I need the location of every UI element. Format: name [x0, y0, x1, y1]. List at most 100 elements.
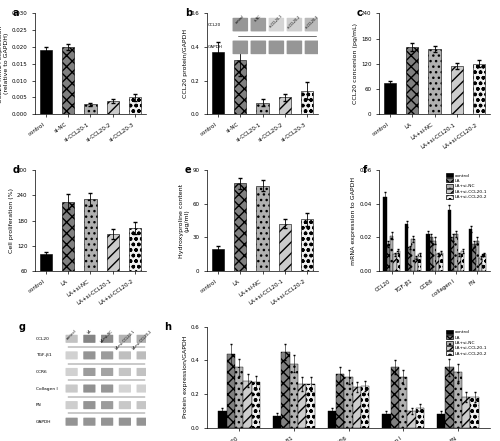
Text: d: d	[13, 165, 20, 175]
FancyBboxPatch shape	[66, 401, 78, 409]
Text: CCL20: CCL20	[208, 22, 222, 26]
Text: GAPDH: GAPDH	[36, 420, 52, 424]
Text: b: b	[185, 8, 192, 18]
Bar	[278, 224, 291, 271]
Bar	[235, 367, 244, 428]
FancyBboxPatch shape	[136, 351, 149, 359]
FancyBboxPatch shape	[84, 368, 96, 376]
Bar	[382, 414, 390, 428]
FancyBboxPatch shape	[66, 335, 78, 343]
Bar	[458, 254, 461, 271]
FancyBboxPatch shape	[119, 418, 131, 426]
Bar	[414, 258, 418, 271]
FancyBboxPatch shape	[119, 351, 131, 359]
Bar	[218, 411, 226, 428]
Text: c: c	[357, 8, 362, 18]
Bar	[433, 241, 436, 271]
Bar	[390, 235, 394, 271]
Bar	[394, 254, 396, 271]
Y-axis label: CCL20 concenion (pg/mL): CCL20 concenion (pg/mL)	[353, 23, 358, 104]
Bar	[244, 381, 252, 428]
FancyBboxPatch shape	[119, 401, 131, 409]
Bar	[436, 254, 440, 271]
Bar	[416, 407, 424, 428]
FancyBboxPatch shape	[66, 368, 78, 376]
Bar	[430, 237, 433, 271]
Text: TGF-β1: TGF-β1	[36, 353, 52, 357]
Text: si-NC: si-NC	[254, 14, 262, 23]
Bar	[426, 234, 430, 271]
Bar	[418, 254, 422, 271]
FancyBboxPatch shape	[101, 385, 113, 392]
Text: si-CCL20-1: si-CCL20-1	[269, 14, 284, 29]
FancyBboxPatch shape	[66, 351, 78, 359]
FancyBboxPatch shape	[119, 368, 131, 376]
Bar	[106, 101, 119, 114]
Y-axis label: CCL20 protein/GAPDH: CCL20 protein/GAPDH	[183, 29, 188, 98]
Text: a: a	[13, 8, 20, 18]
FancyBboxPatch shape	[136, 385, 149, 392]
Bar	[128, 97, 141, 114]
Y-axis label: Protein expression/GAPDH: Protein expression/GAPDH	[183, 336, 188, 419]
Text: f: f	[362, 165, 366, 175]
Bar	[290, 364, 298, 428]
FancyBboxPatch shape	[101, 401, 113, 409]
Legend: control, LA, LA+si-NC, LA+si-CCL20-1, LA+si-CCL20-2: control, LA, LA+si-NC, LA+si-CCL20-1, LA…	[446, 172, 488, 200]
FancyBboxPatch shape	[84, 351, 96, 359]
Bar	[440, 253, 442, 271]
FancyBboxPatch shape	[268, 41, 284, 54]
Text: FN: FN	[36, 403, 42, 407]
Bar	[40, 254, 52, 296]
Text: control: control	[235, 14, 246, 25]
Bar	[476, 241, 479, 271]
Bar	[448, 210, 451, 271]
Bar	[470, 397, 478, 428]
Text: Collagen I: Collagen I	[36, 387, 58, 391]
Legend: control, LA, LA+si-NC, LA+si-CCL20-1, LA+si-CCL20-2: control, LA, LA+si-NC, LA+si-CCL20-1, LA…	[446, 329, 488, 357]
Y-axis label: Cell proliferation (%): Cell proliferation (%)	[9, 188, 14, 253]
Bar	[300, 91, 313, 114]
Bar	[62, 202, 74, 296]
Bar	[344, 377, 352, 428]
Bar	[278, 97, 291, 114]
FancyBboxPatch shape	[232, 18, 248, 31]
Bar	[298, 384, 306, 428]
FancyBboxPatch shape	[84, 401, 96, 409]
Bar	[212, 249, 224, 271]
Text: CCL20: CCL20	[36, 337, 50, 341]
Bar	[461, 251, 464, 271]
Text: GAPDH: GAPDH	[208, 45, 223, 49]
FancyBboxPatch shape	[136, 401, 149, 409]
FancyBboxPatch shape	[101, 368, 113, 376]
FancyBboxPatch shape	[136, 368, 149, 376]
FancyBboxPatch shape	[101, 335, 113, 343]
FancyBboxPatch shape	[66, 385, 78, 392]
FancyBboxPatch shape	[136, 335, 149, 343]
Text: control: control	[66, 329, 78, 340]
Bar	[472, 244, 476, 271]
Bar	[106, 234, 119, 296]
Bar	[451, 237, 454, 271]
Text: si-CCL20-3: si-CCL20-3	[305, 14, 320, 29]
Bar	[454, 234, 458, 271]
Bar	[273, 416, 281, 428]
Bar	[62, 47, 74, 114]
FancyBboxPatch shape	[119, 385, 131, 392]
FancyBboxPatch shape	[66, 418, 78, 426]
Bar	[469, 229, 472, 271]
Bar	[84, 199, 96, 296]
Text: LA+si-CCL20-2: LA+si-CCL20-2	[132, 329, 154, 350]
Text: LA+si-CCL20-1: LA+si-CCL20-1	[114, 329, 136, 350]
Bar	[428, 49, 440, 114]
Bar	[386, 244, 390, 271]
Bar	[384, 197, 386, 271]
FancyBboxPatch shape	[119, 335, 131, 343]
FancyBboxPatch shape	[304, 41, 320, 54]
Y-axis label: CCL20 mRNA expression
(relative to GAPDH): CCL20 mRNA expression (relative to GAPDH…	[0, 25, 9, 103]
Bar	[336, 374, 344, 428]
Y-axis label: Hydroxyproline content
(μg/ml): Hydroxyproline content (μg/ml)	[179, 183, 190, 258]
Bar	[450, 66, 463, 114]
Y-axis label: mRNA expression to GAPDH: mRNA expression to GAPDH	[352, 176, 356, 265]
Bar	[212, 52, 224, 114]
FancyBboxPatch shape	[84, 335, 96, 343]
